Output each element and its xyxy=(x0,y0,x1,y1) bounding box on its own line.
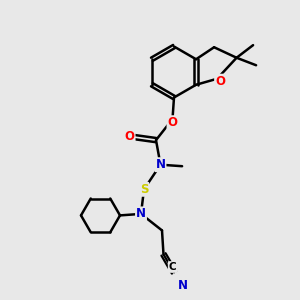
Text: N: N xyxy=(155,158,166,171)
Text: O: O xyxy=(124,130,135,143)
Text: N: N xyxy=(178,279,188,292)
Text: C: C xyxy=(169,262,176,272)
Text: S: S xyxy=(140,183,148,196)
Text: O: O xyxy=(215,75,225,88)
Text: O: O xyxy=(167,116,178,129)
Text: N: N xyxy=(136,207,146,220)
